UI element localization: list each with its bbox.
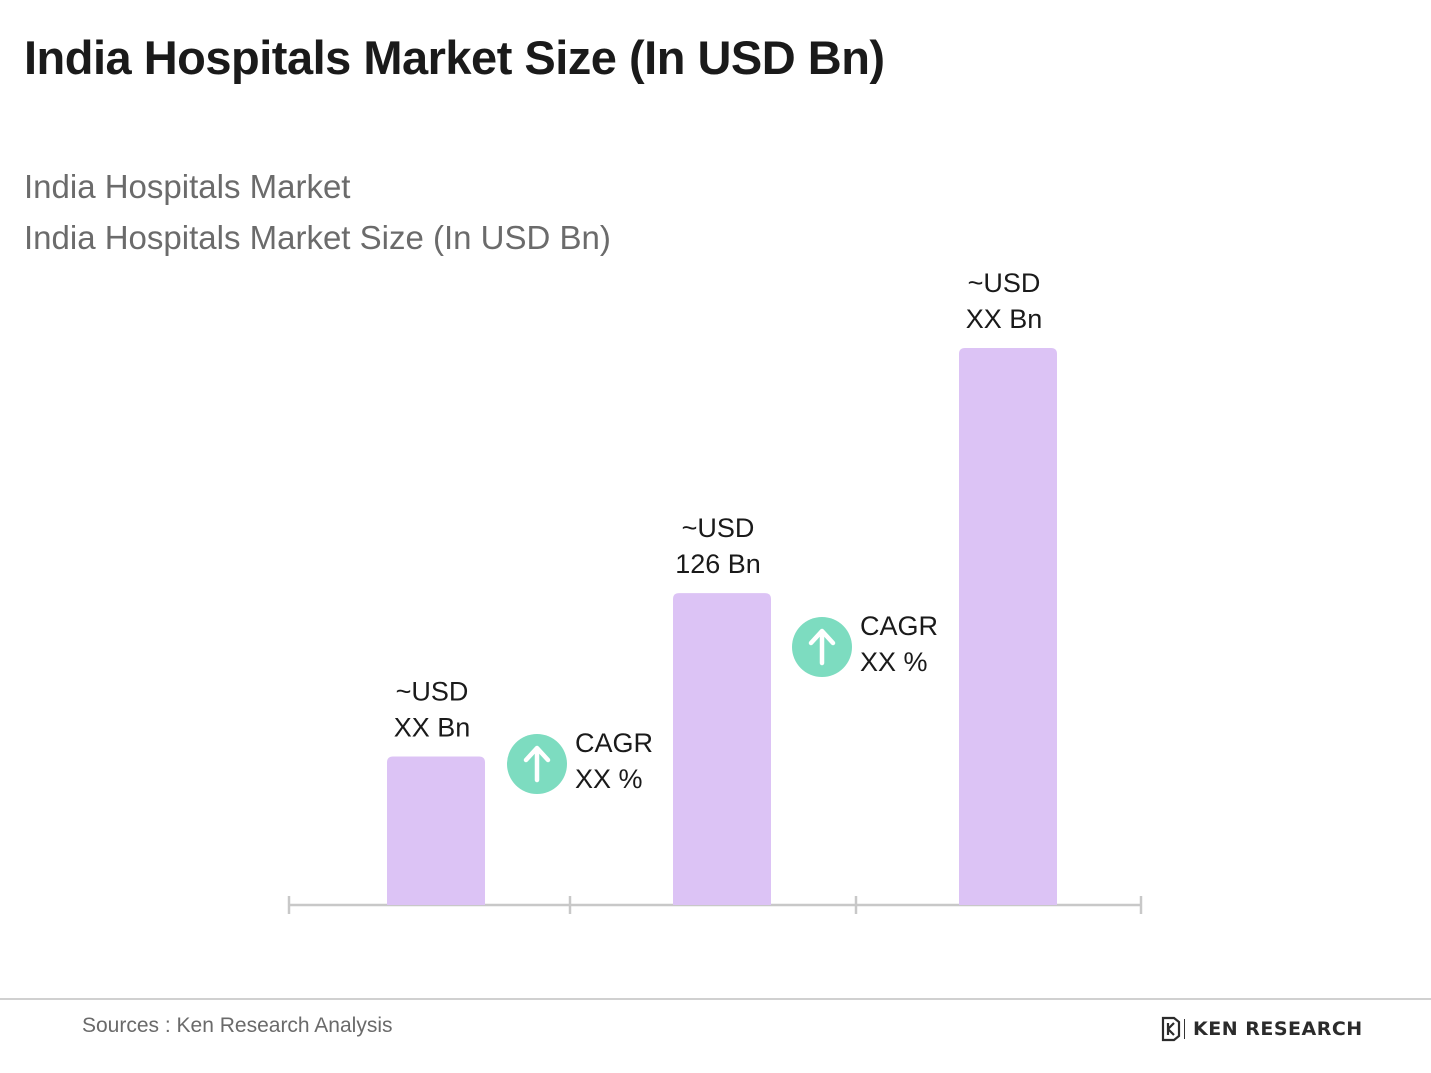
bar-value-label: XX Bn [966, 304, 1043, 334]
bar-value-label: ~USD [968, 268, 1041, 298]
arrow-up-icon [523, 745, 551, 783]
bar-value-label: XX Bn [394, 712, 471, 742]
chart-subtitle: India Hospitals Market [24, 168, 351, 205]
source-note: Sources : Ken Research Analysis [82, 1014, 393, 1037]
cagr-label: XX % [860, 647, 928, 677]
bar-chart: ~USD XX Bn ~USD 126 Bn ~USD XX Bn CAGR XX % CAGR… [287, 268, 1143, 914]
arrow-up-icon [808, 628, 836, 666]
footer-divider [0, 998, 1431, 1000]
bar-value-label: ~USD [682, 513, 755, 543]
page-title: India Hospitals Market Size (In USD Bn) [24, 31, 885, 84]
chart-caption: India Hospitals Market Size (In USD Bn) [24, 219, 611, 256]
brand-logo: KEN RESEARCH [1160, 1014, 1363, 1044]
brand-separator [1184, 1019, 1185, 1039]
bar [673, 593, 771, 905]
cagr-label: CAGR [860, 611, 938, 641]
bar-value-label: 126 Bn [675, 549, 761, 579]
cagr-label: XX % [575, 764, 643, 794]
cagr-label: CAGR [575, 728, 653, 758]
bar-value-label: ~USD [396, 676, 469, 706]
ken-research-logo-icon [1161, 1016, 1181, 1042]
brand-name: KEN RESEARCH [1193, 1018, 1363, 1040]
bar [959, 348, 1057, 905]
bar [387, 756, 485, 905]
